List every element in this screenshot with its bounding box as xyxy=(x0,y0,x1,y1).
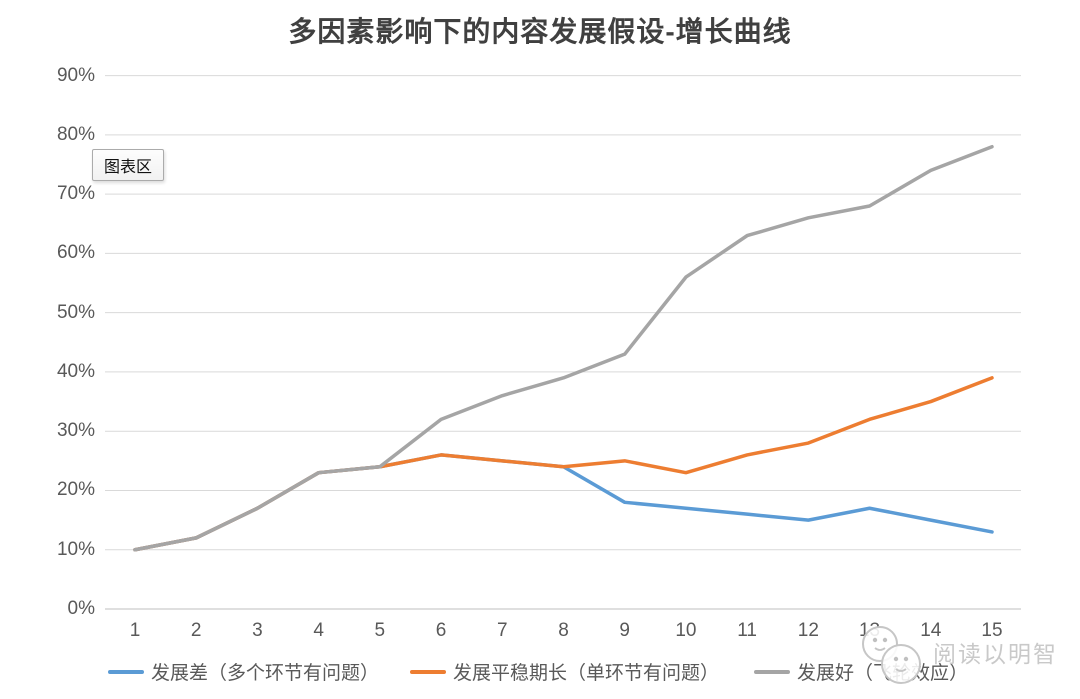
y-axis-label[interactable]: 50% xyxy=(56,301,95,323)
y-axis-label[interactable]: 10% xyxy=(56,538,95,560)
y-axis-label[interactable]: 20% xyxy=(56,479,95,501)
x-axis-label[interactable]: 12 xyxy=(797,620,819,641)
x-axis-label[interactable]: 15 xyxy=(981,620,1003,641)
series-line-1[interactable] xyxy=(133,376,994,552)
x-axis-label[interactable]: 8 xyxy=(558,620,569,641)
y-axis-label[interactable]: 40% xyxy=(56,360,95,382)
y-axis-label[interactable]: 30% xyxy=(56,420,95,442)
x-axis-label[interactable]: 1 xyxy=(129,620,141,641)
legend-item-series-good[interactable]: 发展好（飞轮效应） xyxy=(754,658,968,685)
series-line-0[interactable] xyxy=(133,453,994,552)
y-axis-label[interactable]: 90% xyxy=(56,64,95,86)
legend-line-swatch-orange xyxy=(410,669,446,674)
chart-area-tooltip: 图表区 xyxy=(92,149,165,181)
legend-line-swatch-blue xyxy=(108,669,144,674)
y-axis-label[interactable]: 60% xyxy=(56,242,95,264)
x-axis-label[interactable]: 14 xyxy=(920,620,942,641)
x-axis-label[interactable]: 9 xyxy=(619,620,630,641)
legend-line-swatch-gray xyxy=(754,669,790,674)
x-axis-label[interactable]: 11 xyxy=(737,620,757,641)
chart-title[interactable]: 多因素影响下的内容发展假设-增长曲线 xyxy=(288,16,792,47)
x-axis-label[interactable]: 7 xyxy=(496,620,508,641)
legend-label: 发展好（飞轮效应） xyxy=(797,663,969,684)
legend-item-series-stable[interactable]: 发展平稳期长（单环节有问题） xyxy=(410,658,719,685)
x-axis-label[interactable]: 4 xyxy=(313,620,324,641)
x-axis-label[interactable]: 10 xyxy=(675,620,697,641)
y-axis-label[interactable]: 80% xyxy=(56,123,95,145)
x-axis-label[interactable]: 2 xyxy=(190,620,202,641)
legend-label: 发展差（多个环节有问题） xyxy=(151,663,380,684)
legend-item-series-poor[interactable]: 发展差（多个环节有问题） xyxy=(108,658,379,685)
x-axis-label[interactable]: 3 xyxy=(252,620,263,641)
x-axis-label[interactable]: 6 xyxy=(435,620,447,641)
x-axis-label[interactable]: 13 xyxy=(858,620,881,641)
legend-label: 发展平稳期长（单环节有问题） xyxy=(453,663,720,684)
series-line-2[interactable] xyxy=(133,144,994,552)
tooltip-label: 图表区 xyxy=(104,159,153,176)
y-axis-label[interactable]: 70% xyxy=(56,183,95,205)
x-axis-label[interactable]: 5 xyxy=(374,620,386,641)
y-axis-label[interactable]: 0% xyxy=(67,598,95,619)
